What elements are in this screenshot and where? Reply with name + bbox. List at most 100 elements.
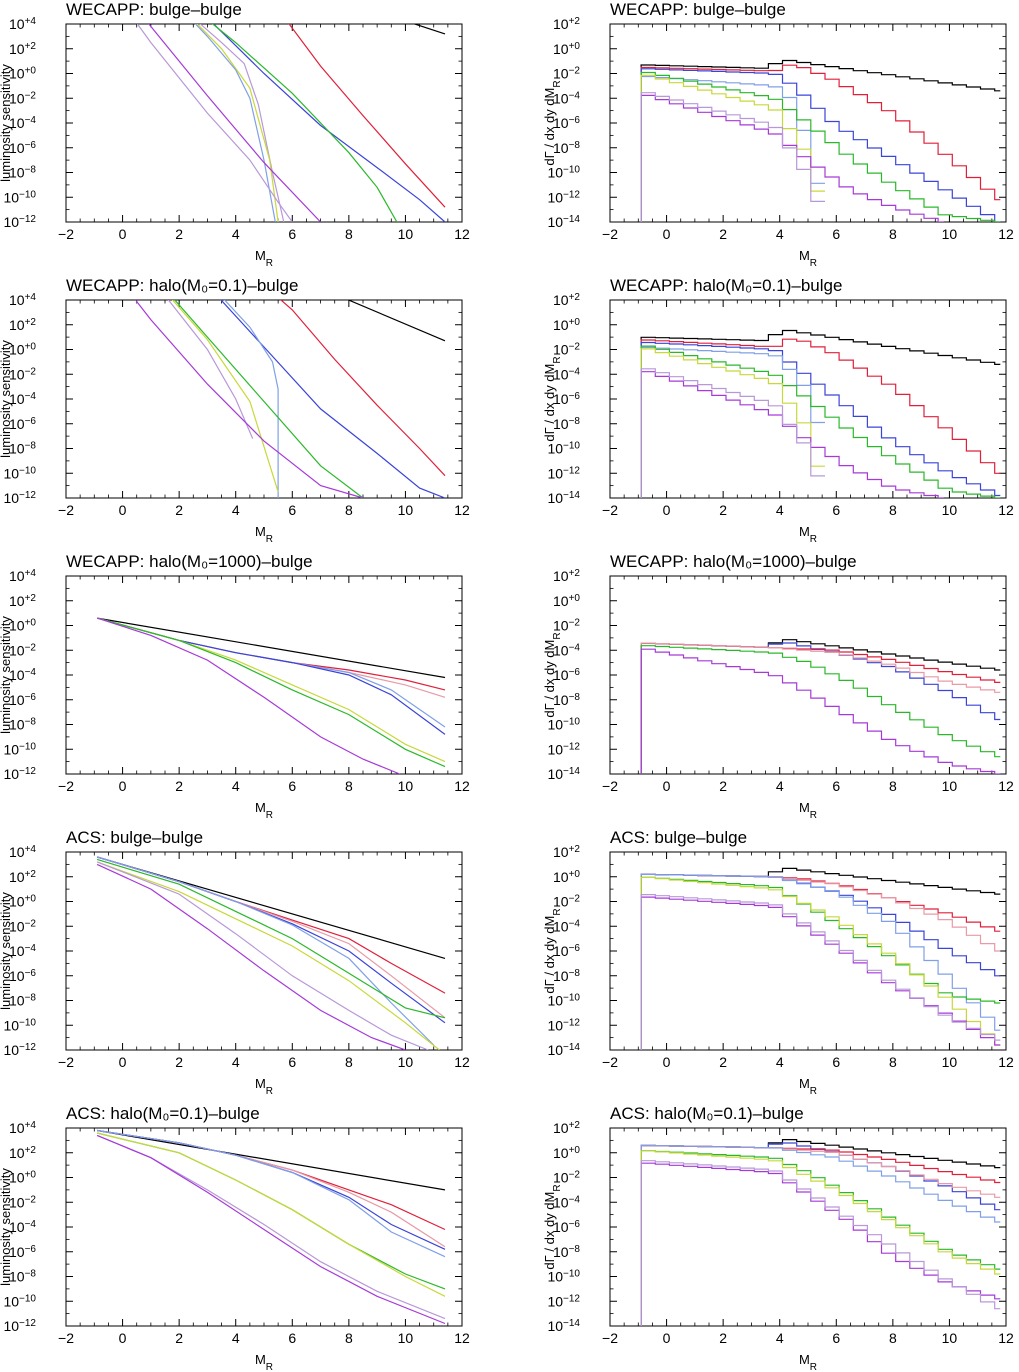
y-tick-exp: −2 (569, 893, 581, 904)
y-axis-label: luminosity sensitivity (0, 1168, 13, 1286)
series-line-green (640, 645, 1001, 774)
y-tick-base: 10 (553, 16, 569, 32)
y-tick-exp: +0 (25, 617, 37, 628)
y-tick-base: 10 (9, 717, 25, 733)
y-tick-base: 10 (547, 189, 563, 205)
x-tick-label: 12 (998, 226, 1014, 242)
y-tick-exp: −8 (569, 139, 581, 150)
y-tick-label: 10+2 (553, 1120, 580, 1137)
y-tick-base: 10 (547, 1269, 563, 1285)
y-tick-label: 10−14 (547, 490, 580, 507)
series-line-lightblue (640, 1144, 1001, 1326)
y-tick-exp: −2 (25, 366, 37, 377)
x-axis-label: MR (255, 1076, 273, 1097)
series-group (640, 1138, 1001, 1326)
x-tick-label: 6 (288, 778, 296, 794)
x-tick-label: 10 (398, 502, 414, 518)
chart-panel-left-5: ACS: halo(M₀=0.1)–bulge−2 0 2 4 6 8 10 1210−121… (0, 1104, 470, 1372)
y-tick-base: 10 (553, 1244, 569, 1260)
y-tick-base: 10 (553, 1219, 569, 1235)
y-tick-label: 10−4 (9, 115, 36, 132)
y-tick-base: 10 (9, 593, 25, 609)
y-tick-label: 10+2 (553, 844, 580, 861)
y-tick-base: 10 (547, 766, 563, 782)
y-tick-exp: −6 (569, 667, 581, 678)
y-tick-base: 10 (9, 1244, 25, 1260)
x-axis-label-sub: R (810, 258, 817, 269)
y-tick-label: 10+0 (9, 1169, 36, 1186)
x-tick-label: 8 (889, 226, 897, 242)
x-tick-label: 10 (942, 502, 958, 518)
y-axis-label-sub: R (552, 356, 563, 363)
x-axis-label-sub: R (266, 1086, 273, 1097)
y-tick-base: 10 (3, 465, 19, 481)
y-tick-base: 10 (553, 642, 569, 658)
chart-panel-right-5: ACS: halo(M₀=0.1)–bulge−2 0 2 4 6 8 10 1210−141… (542, 1104, 1014, 1372)
x-tick-label: −2 (58, 1330, 74, 1346)
y-tick-base: 10 (9, 366, 25, 382)
x-tick-label: 6 (832, 1054, 840, 1070)
y-tick-base: 10 (547, 1017, 563, 1033)
y-tick-exp: +0 (25, 1169, 37, 1180)
y-tick-base: 10 (553, 140, 569, 156)
y-tick-label: 10+2 (9, 40, 36, 57)
series-line-black (640, 867, 1001, 1050)
series-line-purple (96, 863, 406, 1050)
x-axis-label: MR (255, 1352, 273, 1372)
y-tick-exp: +0 (569, 316, 581, 327)
y-tick-base: 10 (553, 115, 569, 131)
x-tick-label: 0 (119, 502, 127, 518)
y-tick-exp: −8 (569, 967, 581, 978)
chart-panel-right-4: ACS: bulge–bulge−2 0 2 4 6 8 10 1210−1410−1210−… (542, 828, 1014, 1097)
y-tick-base: 10 (553, 667, 569, 683)
x-tick-label: 2 (719, 502, 727, 518)
y-tick-base: 10 (553, 90, 569, 106)
y-tick-label: 10−8 (9, 992, 36, 1009)
y-tick-exp: +4 (25, 844, 37, 855)
y-tick-label: 10+4 (9, 1120, 36, 1137)
x-tick-label: −2 (58, 1054, 74, 1070)
x-tick-label: −2 (58, 226, 74, 242)
y-axis-label-main: dΓ / dx dy dM (542, 88, 557, 166)
y-tick-exp: −10 (19, 741, 36, 752)
series-group (134, 300, 446, 498)
y-tick-base: 10 (9, 317, 25, 333)
y-tick-base: 10 (9, 894, 25, 910)
y-tick-base: 10 (547, 165, 563, 181)
x-tick-label: 2 (175, 1054, 183, 1070)
y-tick-base: 10 (9, 642, 25, 658)
panel-title: WECAPP: bulge–bulge (610, 0, 786, 19)
y-tick-base: 10 (553, 66, 569, 82)
x-tick-label: 2 (175, 502, 183, 518)
x-tick-label: 8 (889, 1054, 897, 1070)
x-tick-label: 8 (889, 778, 897, 794)
y-tick-exp: −2 (569, 1169, 581, 1180)
x-axis-label-main: M (255, 524, 266, 539)
y-tick-exp: −8 (25, 164, 37, 175)
y-tick-label: 10−12 (3, 1042, 36, 1059)
y-tick-label: 10−10 (547, 164, 580, 181)
y-tick-label: 10−12 (547, 465, 580, 482)
x-tick-label: 0 (119, 226, 127, 242)
y-tick-label: 10−10 (3, 465, 36, 482)
series-group (640, 867, 1001, 1050)
y-tick-label: 10−12 (3, 214, 36, 231)
y-tick-label: 10−2 (553, 1169, 580, 1186)
x-tick-label: 2 (719, 778, 727, 794)
y-tick-exp: −10 (19, 189, 36, 200)
y-tick-exp: −4 (569, 642, 581, 653)
series-line-black (96, 617, 446, 679)
y-axis-label-main: dΓ / dx dy dM (542, 364, 557, 442)
y-tick-label: 10−4 (9, 943, 36, 960)
series-line-yellow (196, 24, 279, 222)
y-tick-base: 10 (9, 692, 25, 708)
y-tick-label: 10+2 (9, 1144, 36, 1161)
x-tick-label: 0 (663, 502, 671, 518)
panel-title: ACS: bulge–bulge (610, 828, 747, 847)
series-line-yellow (640, 1150, 1001, 1326)
x-tick-label: 4 (232, 1330, 240, 1346)
series-line-red (640, 642, 1001, 774)
x-tick-label: 0 (119, 1330, 127, 1346)
y-tick-label: 10−8 (553, 691, 580, 708)
x-tick-label: 0 (119, 778, 127, 794)
